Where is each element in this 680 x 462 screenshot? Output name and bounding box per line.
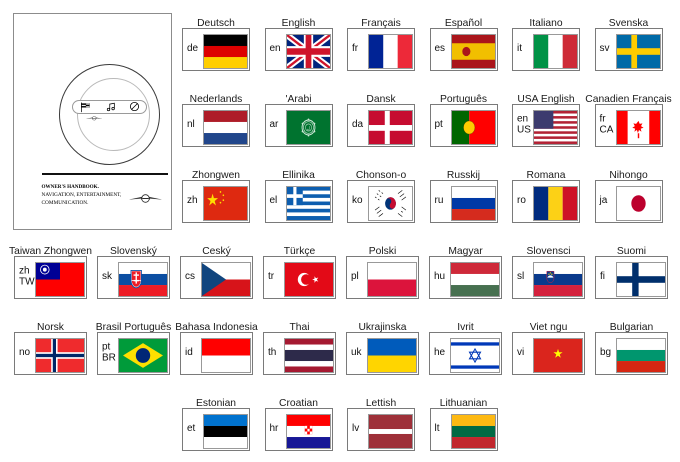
svg-text:ل: ل (307, 125, 310, 130)
